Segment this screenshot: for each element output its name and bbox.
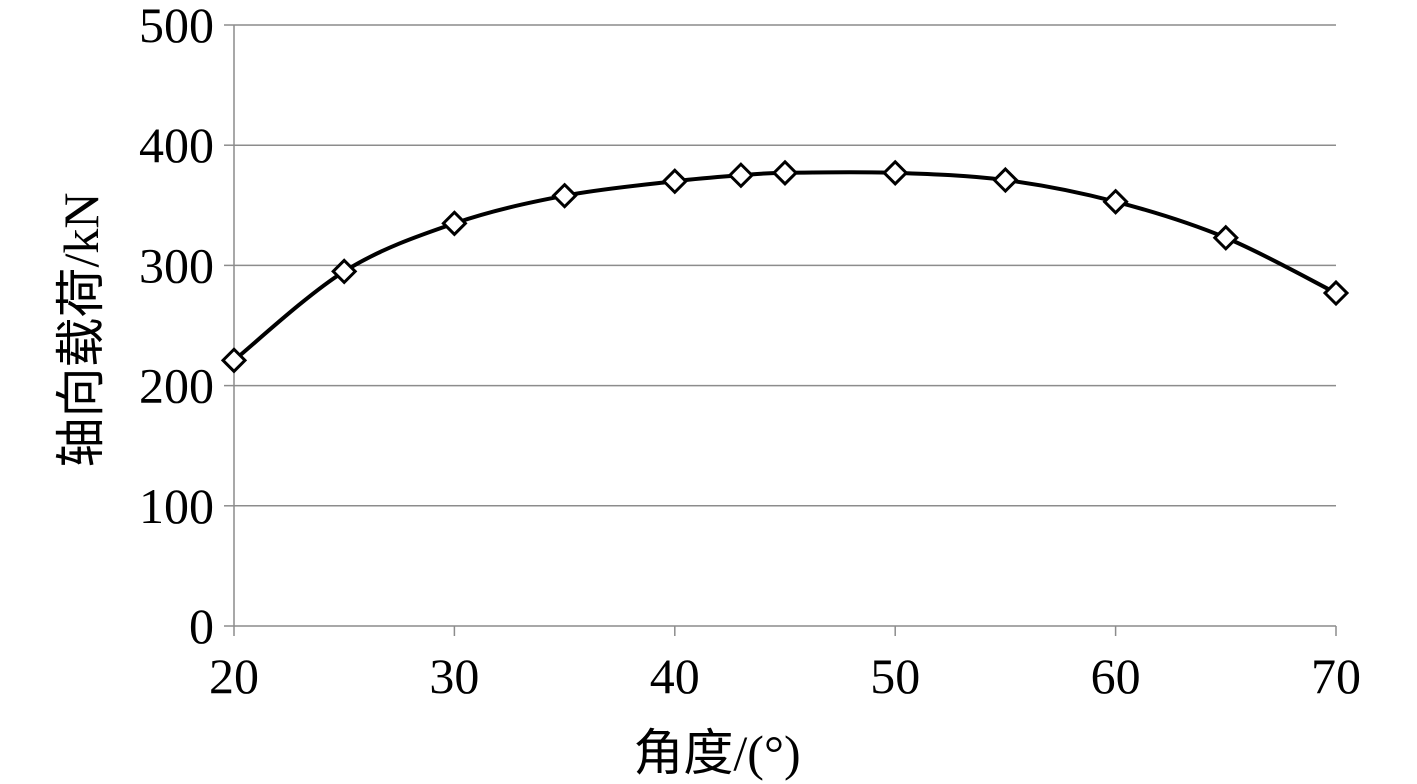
data-point-marker [882, 159, 909, 186]
data-point-marker [551, 182, 578, 209]
data-point-marker [992, 166, 1019, 194]
x-tick-label: 70 [1311, 648, 1361, 704]
x-tick-label: 50 [870, 648, 920, 704]
x-tick-label: 30 [429, 648, 479, 704]
x-tick-labels: 20 30 40 50 60 70 [209, 648, 1361, 704]
data-markers [220, 159, 1350, 374]
data-point-marker [1322, 279, 1350, 307]
y-tick-label: 500 [139, 0, 214, 53]
data-point-marker [220, 347, 248, 374]
y-tick-label: 100 [139, 478, 214, 534]
data-point-marker [1212, 224, 1239, 251]
x-tick-label: 60 [1091, 648, 1141, 704]
x-tick-label: 40 [650, 648, 700, 704]
data-point-marker [441, 210, 468, 237]
data-point-marker [727, 162, 755, 189]
data-point-marker [771, 159, 799, 186]
x-tick-label: 20 [209, 648, 259, 704]
y-axis-title: 轴向载荷/kN [53, 193, 109, 468]
data-point-marker [1102, 188, 1129, 215]
y-tick-label: 300 [139, 237, 214, 293]
gridlines [234, 24, 1336, 507]
y-tick-label: 400 [139, 117, 214, 173]
x-axis-title: 角度/(°) [633, 725, 800, 781]
data-point-marker [661, 168, 688, 195]
axes [224, 24, 1337, 636]
y-tick-label: 200 [139, 358, 214, 414]
y-tick-label: 0 [189, 598, 214, 654]
series [232, 170, 1337, 362]
data-point-marker [331, 258, 358, 285]
series-line [232, 170, 1337, 362]
y-tick-labels: 0 100 200 300 400 500 [139, 0, 214, 654]
